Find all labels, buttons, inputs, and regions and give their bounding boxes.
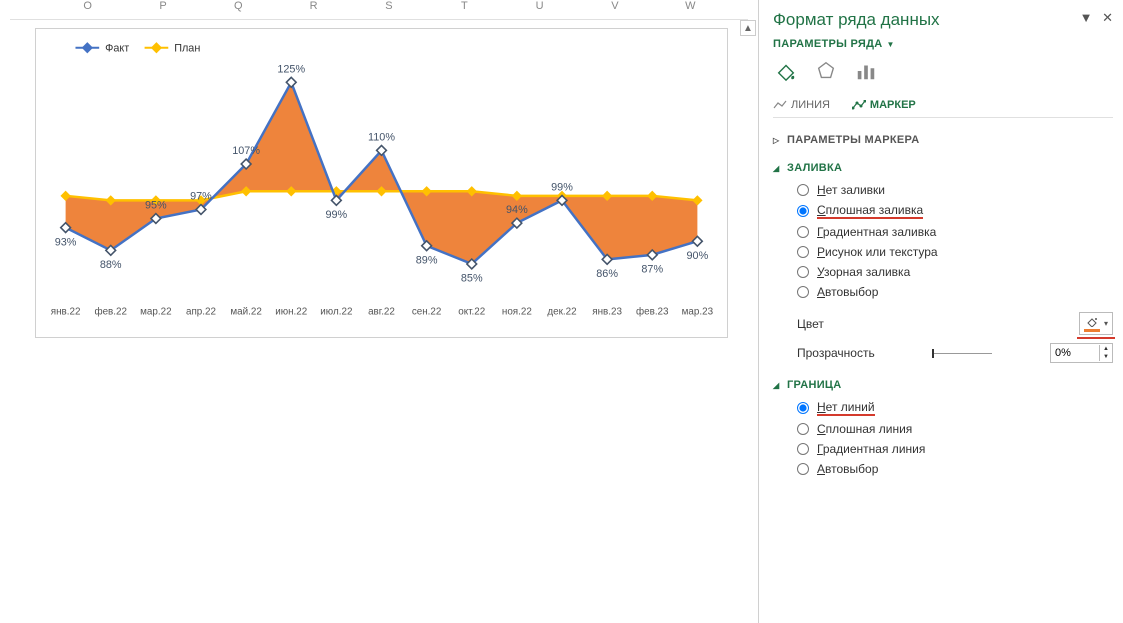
radio-label: Градиентная заливка: [817, 225, 936, 239]
svg-text:89%: 89%: [416, 255, 438, 267]
svg-text:дек.22: дек.22: [547, 306, 576, 317]
format-pane: ▼ ✕ Формат ряда данных ПАРАМЕТРЫ РЯДА ▼ …: [758, 0, 1123, 623]
fill-line-icon[interactable]: [775, 60, 797, 85]
svg-text:94%: 94%: [506, 204, 528, 216]
svg-text:мар.23: мар.23: [682, 306, 714, 317]
radio-input[interactable]: [797, 184, 809, 196]
svg-text:93%: 93%: [55, 236, 77, 248]
svg-text:87%: 87%: [641, 264, 663, 276]
radio-label: Автовыбор: [817, 462, 878, 476]
column-header[interactable]: O: [50, 0, 125, 19]
tab-line[interactable]: ЛИНИЯ: [773, 99, 830, 117]
svg-text:янв.22: янв.22: [51, 306, 81, 317]
border-option[interactable]: Градиентная линия: [797, 439, 1113, 459]
close-icon[interactable]: ✕: [1102, 10, 1113, 25]
svg-text:авг.22: авг.22: [368, 306, 395, 317]
svg-text:125%: 125%: [277, 63, 305, 75]
radio-label: Градиентная линия: [817, 442, 925, 456]
radio-input[interactable]: [797, 443, 809, 455]
column-header[interactable]: U: [502, 0, 577, 19]
fill-option[interactable]: Градиентная заливка: [797, 222, 1113, 242]
svg-text:июн.22: июн.22: [275, 306, 307, 317]
effects-icon[interactable]: [815, 60, 837, 85]
radio-label: Нет заливки: [817, 183, 885, 197]
svg-text:95%: 95%: [145, 200, 167, 212]
chart-container[interactable]: Факт План 93% 88% 95% 97% 107% 125% 99% 110% 89% 85…: [35, 28, 728, 338]
opacity-slider[interactable]: [932, 353, 992, 354]
color-swatch: [1084, 329, 1100, 332]
radio-label: Сплошная заливка: [817, 203, 923, 219]
radio-input[interactable]: [797, 226, 809, 238]
svg-text:Факт: Факт: [105, 43, 129, 55]
svg-text:фев.23: фев.23: [636, 306, 669, 317]
svg-text:88%: 88%: [100, 259, 122, 271]
column-header[interactable]: R: [276, 0, 351, 19]
fill-option[interactable]: Узорная заливка: [797, 262, 1113, 282]
svg-text:сен.22: сен.22: [412, 306, 442, 317]
svg-text:янв.23: янв.23: [592, 306, 622, 317]
panel-options-icon[interactable]: ▼: [1080, 10, 1093, 25]
svg-text:110%: 110%: [368, 132, 395, 144]
scroll-up-arrow[interactable]: ▲: [740, 20, 756, 36]
svg-text:99%: 99%: [326, 209, 348, 221]
radio-input[interactable]: [797, 463, 809, 475]
column-header[interactable]: P: [125, 0, 200, 19]
svg-text:86%: 86%: [596, 268, 618, 280]
radio-input[interactable]: [797, 246, 809, 258]
svg-text:107%: 107%: [232, 145, 260, 157]
svg-text:85%: 85%: [461, 273, 483, 285]
spinner-up[interactable]: ▲: [1100, 345, 1112, 353]
svg-text:май.22: май.22: [230, 306, 261, 317]
group-border[interactable]: ◢ ГРАНИЦА: [773, 375, 1113, 395]
column-header[interactable]: S: [351, 0, 426, 19]
radio-label: Узорная заливка: [817, 265, 910, 279]
column-header[interactable]: T: [427, 0, 502, 19]
column-headers: OPQRSTUVW: [10, 0, 748, 20]
fill-option[interactable]: Рисунок или текстура: [797, 242, 1113, 262]
spinner-down[interactable]: ▼: [1100, 353, 1112, 361]
column-header[interactable]: W: [653, 0, 728, 19]
column-header[interactable]: Q: [201, 0, 276, 19]
opacity-label: Прозрачность: [797, 346, 875, 360]
svg-text:90%: 90%: [687, 250, 709, 262]
fill-option[interactable]: Нет заливки: [797, 180, 1113, 200]
opacity-input[interactable]: [1051, 347, 1099, 359]
panel-title: Формат ряда данных: [773, 10, 1113, 30]
svg-text:окт.22: окт.22: [458, 306, 485, 317]
panel-controls: ▼ ✕: [1074, 10, 1113, 26]
svg-text:97%: 97%: [190, 191, 212, 203]
radio-input[interactable]: [797, 402, 809, 414]
opacity-spinner[interactable]: ▲▼: [1050, 343, 1113, 363]
radio-input[interactable]: [797, 286, 809, 298]
border-option[interactable]: Нет линий: [797, 397, 1113, 419]
svg-text:апр.22: апр.22: [186, 306, 216, 317]
svg-text:ноя.22: ноя.22: [502, 306, 532, 317]
radio-label: Автовыбор: [817, 285, 878, 299]
svg-text:мар.22: мар.22: [140, 306, 171, 317]
color-label: Цвет: [797, 317, 824, 331]
svg-text:План: План: [174, 43, 200, 55]
color-picker-button[interactable]: ▾: [1079, 312, 1113, 335]
radio-label: Нет линий: [817, 400, 875, 416]
group-marker-params[interactable]: ▷ ПАРАМЕТРЫ МАРКЕРА: [773, 130, 1113, 150]
svg-text:99%: 99%: [551, 182, 573, 194]
svg-text:фев.22: фев.22: [94, 306, 127, 317]
fill-option[interactable]: Автовыбор: [797, 282, 1113, 302]
series-options-icon[interactable]: [855, 60, 877, 85]
series-params-link[interactable]: ПАРАМЕТРЫ РЯДА ▼: [773, 38, 895, 50]
radio-input[interactable]: [797, 266, 809, 278]
chart-svg: Факт План 93% 88% 95% 97% 107% 125% 99% 110% 89% 85…: [36, 29, 727, 337]
group-fill[interactable]: ◢ ЗАЛИВКА: [773, 158, 1113, 178]
radio-label: Сплошная линия: [817, 422, 912, 436]
column-header[interactable]: V: [577, 0, 652, 19]
border-option[interactable]: Сплошная линия: [797, 419, 1113, 439]
fill-option[interactable]: Сплошная заливка: [797, 200, 1113, 222]
radio-input[interactable]: [797, 205, 809, 217]
radio-input[interactable]: [797, 423, 809, 435]
svg-text:июл.22: июл.22: [320, 306, 352, 317]
border-option[interactable]: Автовыбор: [797, 459, 1113, 479]
radio-label: Рисунок или текстура: [817, 245, 938, 259]
tab-marker[interactable]: МАРКЕР: [852, 99, 916, 117]
